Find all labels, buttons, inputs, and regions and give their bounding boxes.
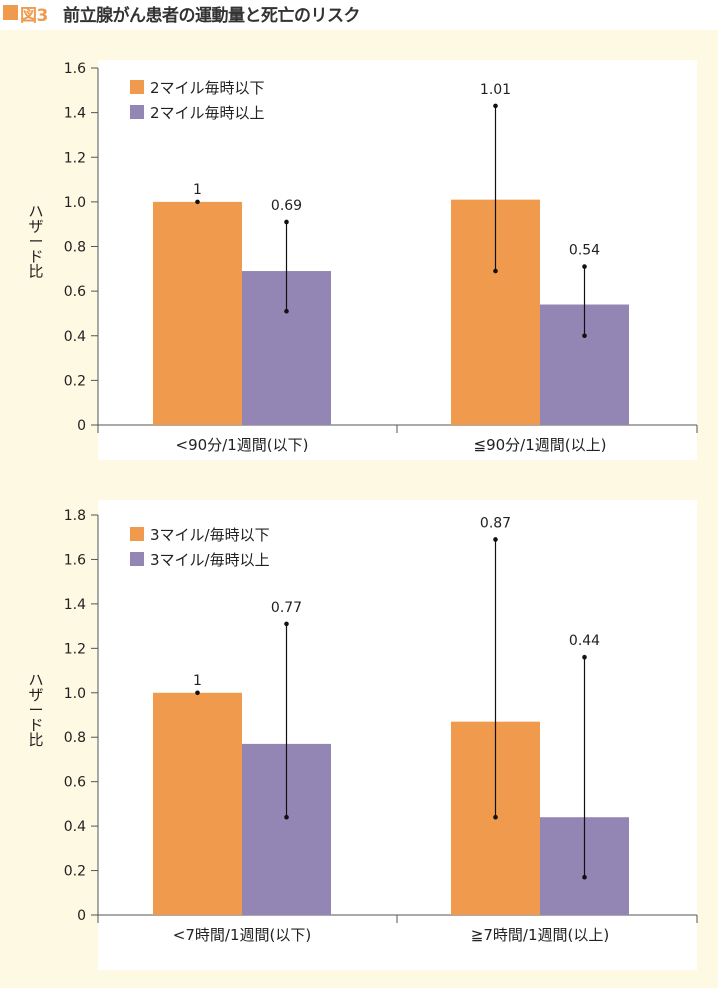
error-bar-lower-cap [493,814,498,820]
y-tick-label: 0.2 [64,864,86,880]
legend-label: 2マイル毎時以上 [150,104,265,122]
error-bar-lower-cap [582,874,587,880]
category-label: <7時間/1週間(以下) [173,926,311,944]
chart-3-mile-walking: 0 0.2 0.4 0.6 0.8 1.0 1.2 1.4 1.6 1.8 ハザード比 1 0.87 0.… [28,500,698,970]
error-bar-upper-cap [582,264,587,269]
error-bar-lower-cap [284,308,289,314]
legend-label: 3マイル/毎時以下 [150,526,270,544]
legend-label: 2マイル毎時以下 [150,79,265,97]
data-label: 0.44 [569,633,600,649]
y-tick-label: 0.6 [64,284,86,300]
category-label: ≧7時間/1週間(以上) [471,926,609,944]
y-tick-label: 0.4 [64,329,86,345]
reference-point [195,690,200,696]
y-tick-label: 0.2 [64,373,86,389]
y-tick-label: 0.8 [64,730,86,746]
data-label: 0.54 [569,243,600,259]
figure-header: 図3 前立腺がん患者の運動量と死亡のリスク [0,0,718,30]
legend-swatch [130,105,144,119]
error-bar-lower-cap [493,268,498,274]
legend-swatch [130,552,144,566]
y-tick-label: 0 [77,418,86,434]
y-tick-label: 1.6 [64,61,86,77]
y-tick-label: 1.2 [64,641,86,657]
error-bar-upper-cap [493,103,498,109]
bar [153,201,242,425]
y-axis-label: ハザード比 [28,671,43,749]
category-label: ≦90分/1週間(以上) [474,436,607,454]
data-label: 1.01 [480,82,511,98]
y-tick-label: 1.0 [64,686,86,702]
y-tick-label: 1.6 [64,552,86,568]
data-label: 1 [193,182,202,198]
legend-swatch [130,527,144,541]
error-bar-upper-cap [493,537,498,542]
error-bar-upper-cap [284,219,289,225]
y-tick-label: 0.4 [64,819,86,835]
data-label: 0.77 [271,600,302,616]
category-label: <90分/1週間(以下) [176,436,309,454]
y-tick-label: 0.6 [64,775,86,791]
data-label: 1 [193,673,202,689]
data-label: 0.69 [271,198,302,214]
error-bar-upper-cap [582,654,587,660]
figure-marker [3,5,18,20]
y-tick-label: 1.2 [64,150,86,166]
reference-point [195,199,200,205]
y-axis-label: ハザード比 [28,203,43,281]
y-tick-label: 0 [77,908,86,924]
figure-title: 前立腺がん患者の運動量と死亡のリスク [63,6,361,26]
error-bar-lower-cap [582,333,587,339]
legend-label: 3マイル/毎時以上 [150,551,270,569]
error-bar-upper-cap [284,621,289,627]
chart-2-mile-walking: 0 0.2 0.4 0.6 0.8 1.0 1.2 1.4 1.6 ハザード比 1 1.01 0.69 0… [28,60,698,460]
data-label: 0.87 [480,515,511,531]
bar [153,692,242,915]
y-tick-label: 1.0 [64,195,86,211]
y-tick-label: 1.8 [64,508,86,524]
figure-label: 図3 [20,6,48,26]
legend-swatch [130,80,144,94]
y-tick-label: 0.8 [64,240,86,256]
y-tick-label: 1.4 [64,597,86,613]
error-bar-lower-cap [284,814,289,820]
y-tick-label: 1.4 [64,106,86,122]
